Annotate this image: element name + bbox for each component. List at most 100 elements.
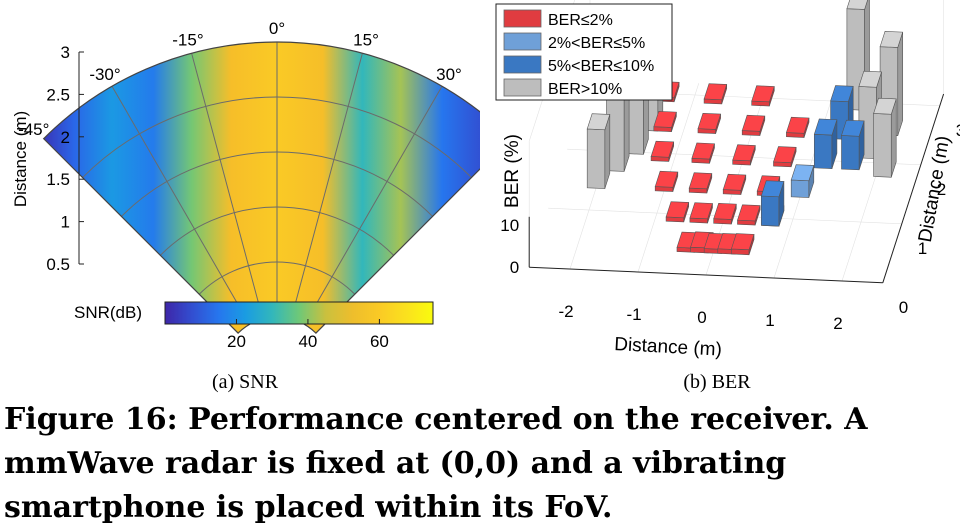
bar-top-face: [691, 142, 715, 160]
x-tick-label: 0: [697, 308, 706, 327]
x-tick-label: -1: [626, 305, 641, 324]
bar-top-face: [858, 70, 882, 88]
bar-top-face: [689, 202, 713, 220]
z-tick-label: 10: [500, 216, 519, 235]
bar-top-face: [830, 85, 854, 102]
ber-bar: [813, 118, 838, 169]
ber-bar: [653, 111, 677, 132]
snr-fan-heatmap: [43, 42, 480, 334]
y-tick-label: 3: [956, 121, 960, 140]
ber-bar: [665, 201, 690, 223]
bar-top-face: [741, 114, 766, 132]
bar-top-face: [665, 201, 690, 219]
ber-y-axis-label: Distance (m): [915, 134, 954, 244]
ber-bar: [713, 203, 737, 225]
ber-bar: [773, 146, 797, 168]
bar-top-face: [773, 146, 797, 163]
angle-tick-label: 15°: [353, 31, 379, 50]
bar-top-face: [841, 119, 865, 137]
ber-bar: [841, 119, 865, 171]
bar-top-face: [650, 140, 675, 158]
x-tick-label: 1: [765, 311, 774, 330]
grid-radial-line: [111, 85, 250, 325]
colorbar: [164, 301, 434, 325]
distance-tick-label: 0.5: [46, 255, 70, 274]
angle-tick-label: 30°: [436, 65, 462, 84]
colorbar-tick-label: 60: [370, 332, 389, 351]
x-axis-line: [529, 266, 883, 284]
snr-chart: -45°-30°-15°0°15°30°45° 0.511.522.53 Dis…: [11, 19, 480, 393]
z-tick-label: 0: [510, 258, 519, 277]
legend-swatch: [503, 78, 542, 97]
bar-front-face: [873, 113, 892, 178]
grid-arc: [198, 261, 356, 295]
ber-bar: [697, 112, 722, 134]
bar-side-face: [897, 32, 904, 136]
bar-front-face: [760, 195, 780, 227]
figure-caption: Figure 16: Performance centered on the r…: [4, 402, 868, 525]
ber-bar: [751, 85, 775, 107]
bar-top-face: [586, 113, 611, 131]
x-tick-label: 2: [833, 314, 842, 333]
distance-tick-label: 2: [61, 128, 70, 147]
snr-y-axis-label: Distance (m): [11, 111, 30, 207]
ber-bar: [689, 202, 713, 224]
bar-top-face: [785, 116, 810, 134]
ber-tick-labels: -2 -1 0 1 2 0 1 2 3 0 10: [500, 121, 960, 333]
legend-swatch: [503, 55, 542, 74]
x-tick-label: -2: [558, 302, 573, 321]
grid-radial-line: [191, 53, 264, 320]
ber-bar: [688, 172, 713, 194]
ber-bar: [722, 173, 747, 195]
bar-top-face: [697, 112, 722, 130]
grid-arc: [121, 151, 433, 217]
y-tick-label: 0: [899, 298, 908, 317]
ber-bar: [732, 144, 756, 166]
bar-front-face: [813, 133, 833, 169]
bar-top-face: [703, 83, 728, 101]
legend-label: 5%<BER≤10%: [548, 58, 654, 75]
ber-chart: -2 -1 0 1 2 0 1 2 3 0 10 Distance (m) Distance (m)…: [495, 0, 960, 393]
grid-arc: [82, 96, 472, 178]
bar-front-face: [586, 128, 606, 189]
subcaption-a: (a) SNR: [212, 371, 279, 393]
bar-top-face: [653, 111, 677, 128]
distance-tick-label: 3: [61, 43, 70, 62]
ber-bar: [785, 116, 810, 138]
bar-top-face: [813, 118, 838, 136]
grid-radial-line: [290, 53, 363, 320]
ber-bar: [691, 142, 715, 164]
bar-top-face: [879, 31, 904, 48]
legend-label: BER>10%: [548, 81, 622, 98]
bar-top-face: [722, 173, 747, 191]
ber-legend: BER≤2% 2%<BER≤5% 5%<BER≤10% BER>10%: [495, 3, 673, 101]
bar-top-face: [732, 144, 756, 162]
bar-top-face: [737, 204, 761, 222]
bar-top-face: [846, 0, 868, 10]
legend-swatch: [503, 9, 542, 28]
polar-grid: [82, 42, 472, 325]
grid-radial-line: [304, 85, 443, 325]
angle-tick-label: 0°: [269, 19, 285, 38]
legend-label: 2%<BER≤5%: [548, 35, 645, 52]
bar-front-face: [790, 179, 810, 198]
bar-top-face: [688, 172, 713, 190]
distance-tick-label: 1.5: [46, 170, 70, 189]
y-tick-label: 2: [937, 180, 946, 199]
distance-tick-labels: 0.5 1 1.5 2 2.5 3: [46, 43, 84, 274]
angle-tick-label: -15°: [172, 31, 203, 50]
bar-top-face: [790, 164, 815, 182]
ber-bar: [730, 233, 755, 256]
ber-bar: [654, 170, 679, 192]
legend-swatch: [503, 32, 542, 51]
ber-x-axis-label: Distance (m): [614, 334, 723, 361]
angle-tick-label: -30°: [89, 65, 120, 84]
bar-top-face: [873, 97, 897, 115]
angle-tick-label: -45°: [18, 120, 49, 139]
ber-bar: [586, 113, 611, 189]
colorbar-tick-label: 40: [298, 332, 317, 351]
distance-tick-label: 1: [61, 213, 70, 232]
bar-top-face: [730, 233, 755, 251]
y-tick-label: 1: [918, 239, 927, 258]
distance-tick-label: 2.5: [46, 85, 70, 104]
